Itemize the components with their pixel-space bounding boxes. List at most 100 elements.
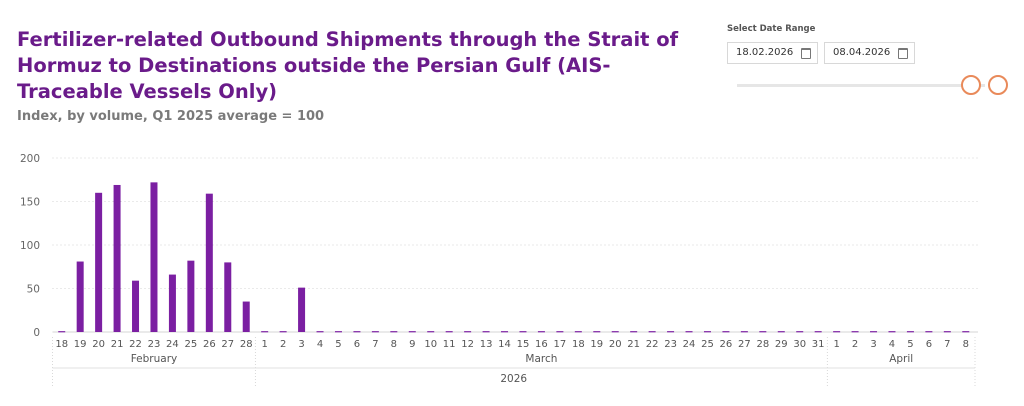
- end-date-input[interactable]: 08.04.2026: [824, 42, 915, 64]
- x-tick-label: 24: [683, 339, 696, 350]
- x-tick-label: 27: [738, 339, 751, 350]
- bar: [298, 287, 306, 332]
- bar: [501, 331, 509, 333]
- date-range-slider-track[interactable]: [737, 84, 985, 87]
- x-tick-label: 28: [756, 339, 769, 350]
- date-range-label: Select Date Range: [727, 24, 816, 34]
- x-tick-label: 3: [870, 339, 876, 350]
- x-tick-label: 4: [889, 339, 895, 350]
- x-tick-label: 2: [852, 339, 858, 350]
- bar: [132, 280, 140, 332]
- slider-handle-end[interactable]: [988, 75, 1008, 95]
- x-tick-label: 22: [129, 339, 142, 350]
- bar: [593, 331, 601, 333]
- bar: [168, 274, 176, 332]
- bar: [464, 331, 472, 333]
- x-tick-label: 22: [646, 339, 659, 350]
- bar: [279, 331, 287, 333]
- bar: [574, 331, 582, 333]
- bar: [814, 331, 822, 333]
- bar: [851, 331, 859, 333]
- x-tick-label: 1: [261, 339, 267, 350]
- x-tick-label: 20: [92, 339, 105, 350]
- x-tick-label: 6: [354, 339, 360, 350]
- x-tick-label: 23: [148, 339, 161, 350]
- bar: [427, 331, 435, 333]
- bar: [224, 262, 232, 332]
- bar: [870, 331, 878, 333]
- bar: [777, 331, 785, 333]
- x-tick-label: 3: [298, 339, 304, 350]
- x-tick-label: 10: [424, 339, 437, 350]
- bar: [371, 331, 379, 333]
- bar: [796, 331, 804, 333]
- bar: [943, 331, 951, 333]
- x-tick-label: 15: [517, 339, 530, 350]
- month-label: February: [131, 353, 178, 365]
- x-tick-label: 31: [812, 339, 825, 350]
- x-tick-label: 14: [498, 339, 511, 350]
- x-tick-label: 1: [833, 339, 839, 350]
- x-tick-label: 23: [664, 339, 677, 350]
- bar: [906, 331, 914, 333]
- bar: [667, 331, 675, 333]
- x-tick-label: 13: [480, 339, 493, 350]
- calendar-icon[interactable]: [801, 48, 811, 59]
- bar: [537, 331, 545, 333]
- x-tick-label: 27: [221, 339, 234, 350]
- x-tick-label: 25: [185, 339, 198, 350]
- bar: [740, 331, 748, 333]
- x-tick-label: 18: [572, 339, 585, 350]
- bar: [685, 331, 693, 333]
- x-tick-label: 4: [317, 339, 323, 350]
- x-tick-label: 5: [907, 339, 913, 350]
- bar: [833, 331, 841, 333]
- bar: [113, 184, 121, 332]
- y-tick-label: 50: [27, 284, 40, 296]
- bar: [445, 331, 453, 333]
- month-label: March: [525, 353, 557, 365]
- x-tick-label: 28: [240, 339, 253, 350]
- x-tick-label: 19: [590, 339, 603, 350]
- bar: [316, 331, 324, 333]
- chart-title: Fertilizer-related Outbound Shipments th…: [17, 28, 679, 103]
- bar: [390, 331, 398, 333]
- year-label: 2026: [500, 373, 527, 385]
- x-tick-label: 7: [372, 339, 378, 350]
- bar: [482, 331, 490, 333]
- start-date-input[interactable]: 18.02.2026: [727, 42, 818, 64]
- x-tick-label: 29: [775, 339, 788, 350]
- end-date-value: 08.04.2026: [833, 47, 891, 58]
- x-tick-label: 19: [74, 339, 87, 350]
- bar: [611, 331, 619, 333]
- x-tick-label: 18: [55, 339, 68, 350]
- bar: [76, 261, 84, 332]
- x-tick-label: 26: [720, 339, 733, 350]
- calendar-icon[interactable]: [898, 48, 908, 59]
- start-date-value: 18.02.2026: [736, 47, 794, 58]
- bar: [759, 331, 767, 333]
- bar: [722, 331, 730, 333]
- x-tick-label: 7: [944, 339, 950, 350]
- bar: [242, 301, 250, 332]
- x-tick-label: 2: [280, 339, 286, 350]
- x-tick-label: 12: [461, 339, 474, 350]
- x-tick-label: 5: [335, 339, 341, 350]
- bar: [150, 182, 158, 332]
- x-tick-label: 11: [443, 339, 456, 350]
- x-tick-label: 6: [926, 339, 932, 350]
- bar: [648, 331, 656, 333]
- bar: [353, 331, 361, 333]
- x-tick-label: 25: [701, 339, 714, 350]
- bar: [187, 260, 195, 332]
- bar: [556, 331, 564, 333]
- y-tick-label: 100: [20, 240, 40, 252]
- x-tick-label: 21: [111, 339, 124, 350]
- y-tick-label: 200: [20, 153, 40, 165]
- x-tick-label: 16: [535, 339, 548, 350]
- x-tick-label: 8: [391, 339, 397, 350]
- bar: [408, 331, 416, 333]
- x-tick-label: 17: [554, 339, 567, 350]
- x-tick-label: 20: [609, 339, 622, 350]
- slider-handle-start[interactable]: [961, 75, 981, 95]
